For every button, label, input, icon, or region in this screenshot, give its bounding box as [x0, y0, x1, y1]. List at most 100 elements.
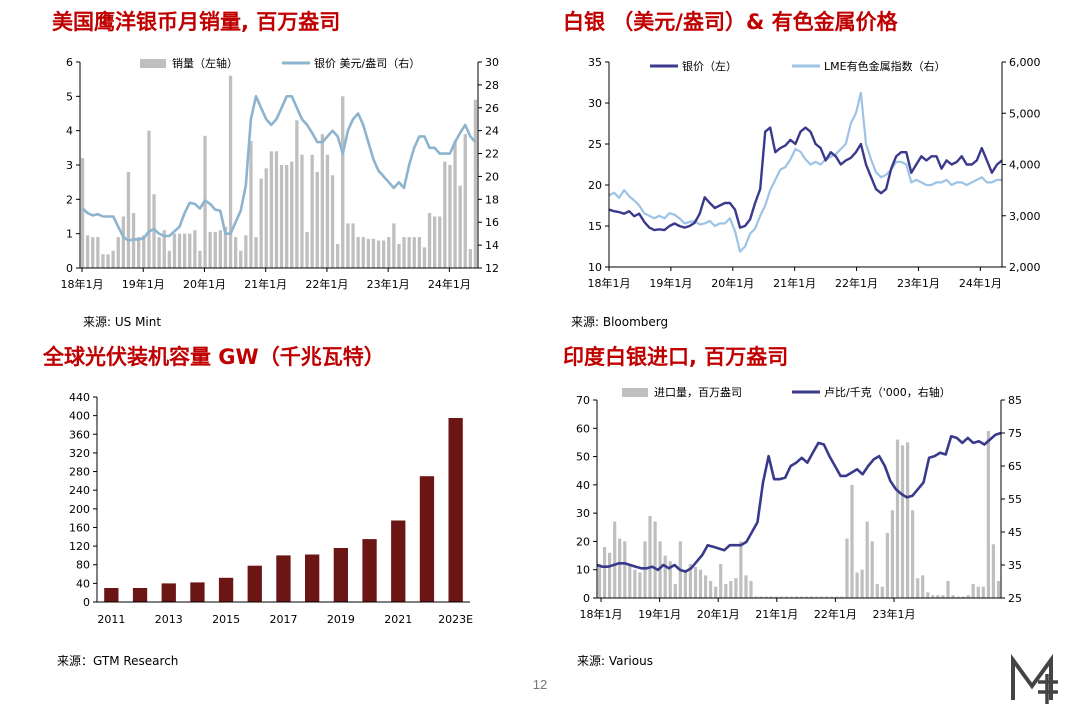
p4-bar	[840, 596, 844, 598]
p2-y-tick-label-right: 3,000	[1009, 210, 1041, 223]
page-number: 12	[532, 677, 548, 692]
p4-bar	[774, 596, 778, 598]
p1-bar	[177, 233, 182, 268]
p1-bar	[458, 185, 462, 268]
p4-bar	[759, 596, 763, 598]
p1-bar	[147, 130, 151, 268]
p1-y-tick-label-left: 3	[66, 159, 73, 172]
chart-global-pv-capacity: 0 40 80 120 160 200 240 280 320 360 400 440 2011 2013…	[69, 391, 473, 626]
p4-legend-label: 卢比/千克（'000，右轴）	[824, 385, 951, 399]
p4-bar	[986, 431, 990, 598]
p4-bar	[784, 596, 788, 598]
p1-bar	[188, 233, 192, 268]
p4-bar	[789, 596, 793, 598]
p4-y-tick-label-right: 75	[1008, 427, 1022, 440]
p4-bar	[966, 595, 970, 598]
p4-bar	[608, 552, 612, 598]
p4-bar	[921, 575, 925, 598]
p3-bar	[276, 555, 291, 602]
p4-bar	[820, 596, 824, 598]
p1-y-tick-label-left: 5	[66, 90, 73, 103]
p1-bar	[167, 250, 171, 268]
p4-y-tick-label-left: 10	[576, 564, 590, 577]
p3-y-tick-label-left: 40	[76, 577, 90, 590]
p3-bar	[448, 418, 463, 602]
p1-bar	[422, 247, 427, 268]
p4-bar	[709, 581, 713, 598]
panel2-source: 来源: Bloomberg	[571, 315, 669, 329]
p1-bar	[417, 237, 421, 268]
p4-bar	[835, 596, 839, 598]
panel4-title: 印度白银进口, 百万盎司	[563, 345, 789, 369]
p1-bar	[356, 237, 360, 268]
p4-bar	[603, 547, 607, 598]
p4-bar	[764, 596, 768, 598]
p3-x-tick-label: 2011	[97, 613, 125, 626]
p1-bar	[300, 154, 304, 268]
p4-bar	[880, 586, 884, 598]
p1-y-tick-label-right: 18	[485, 193, 499, 206]
p4-bar	[971, 583, 975, 598]
p1-bar	[453, 141, 457, 268]
p4-bar	[956, 596, 960, 598]
p4-bar	[895, 439, 900, 598]
p1-y-tick-label-left: 6	[66, 56, 73, 69]
p3-bar	[391, 520, 406, 602]
p1-bar	[218, 230, 222, 268]
p1-bar	[366, 238, 370, 268]
chart-india-silver-imports: 0 10 20 30 40 50 60 70 25 35 45 55 65 75 85 18年1月 19年1月 2…	[576, 385, 1022, 621]
p4-bar	[628, 564, 632, 598]
p1-x-tick-label: 18年1月	[61, 277, 104, 291]
p3-y-tick-label-left: 360	[69, 428, 90, 441]
p1-bar	[407, 237, 411, 268]
panel3-source: 来源：GTM Research	[57, 654, 179, 668]
p4-bar	[769, 596, 773, 598]
p2-y-tick-label-left: 10	[588, 261, 602, 274]
p1-y-tick-label-right: 26	[485, 102, 499, 115]
p3-y-tick-label-left: 120	[69, 540, 90, 553]
p3-bar	[161, 583, 176, 602]
p3-y-tick-label-left: 240	[69, 484, 90, 497]
p1-legend-label: 银价 美元/盎司（右）	[314, 56, 420, 70]
p4-bar	[729, 581, 733, 598]
p4-y-tick-label-left: 30	[576, 507, 590, 520]
p3-bar	[104, 588, 119, 602]
p1-bar	[341, 96, 345, 268]
p3-y-tick-label-left: 440	[69, 391, 90, 404]
p4-bar	[668, 561, 672, 598]
p1-bar	[239, 250, 243, 268]
p3-y-tick-label-left: 320	[69, 447, 90, 460]
p1-bar	[473, 99, 478, 268]
panel4-source: 来源: Various	[577, 654, 653, 668]
p1-bar	[183, 233, 187, 268]
p1-bar	[274, 151, 279, 268]
p4-legend-swatch	[622, 388, 648, 397]
p3-x-tick-label: 2017	[270, 613, 298, 626]
p1-y-tick-label-right: 12	[485, 262, 499, 275]
p4-bar	[714, 586, 718, 598]
p4-bar	[673, 583, 677, 598]
p4-bar	[794, 596, 799, 598]
p1-bar	[244, 235, 248, 268]
p1-silver-price-line	[81, 94, 477, 242]
p1-x-tick-label: 24年1月	[428, 277, 471, 291]
p1-y-tick-label-left: 0	[66, 262, 73, 275]
p4-bar	[658, 541, 662, 598]
p1-y-tick-label-right: 22	[485, 148, 499, 161]
p4-bar	[916, 578, 920, 598]
p4-y-tick-label-right: 85	[1008, 394, 1022, 407]
p3-bar	[305, 554, 320, 602]
p1-y-tick-label-right: 20	[485, 170, 499, 183]
p2-y-tick-label-left: 25	[588, 138, 602, 151]
p4-bar	[799, 596, 804, 598]
p1-bar	[142, 235, 146, 268]
p4-bar	[845, 538, 849, 598]
p4-bar	[911, 510, 915, 598]
p4-bar	[885, 532, 889, 598]
p2-y-tick-label-right: 4,000	[1009, 159, 1041, 172]
p1-x-tick-label: 22年1月	[305, 277, 348, 291]
p1-y-tick-label-left: 4	[66, 125, 73, 138]
p3-y-tick-label-left: 280	[69, 466, 90, 479]
p2-x-tick-label: 22年1月	[835, 276, 878, 290]
p1-bar	[172, 233, 177, 268]
